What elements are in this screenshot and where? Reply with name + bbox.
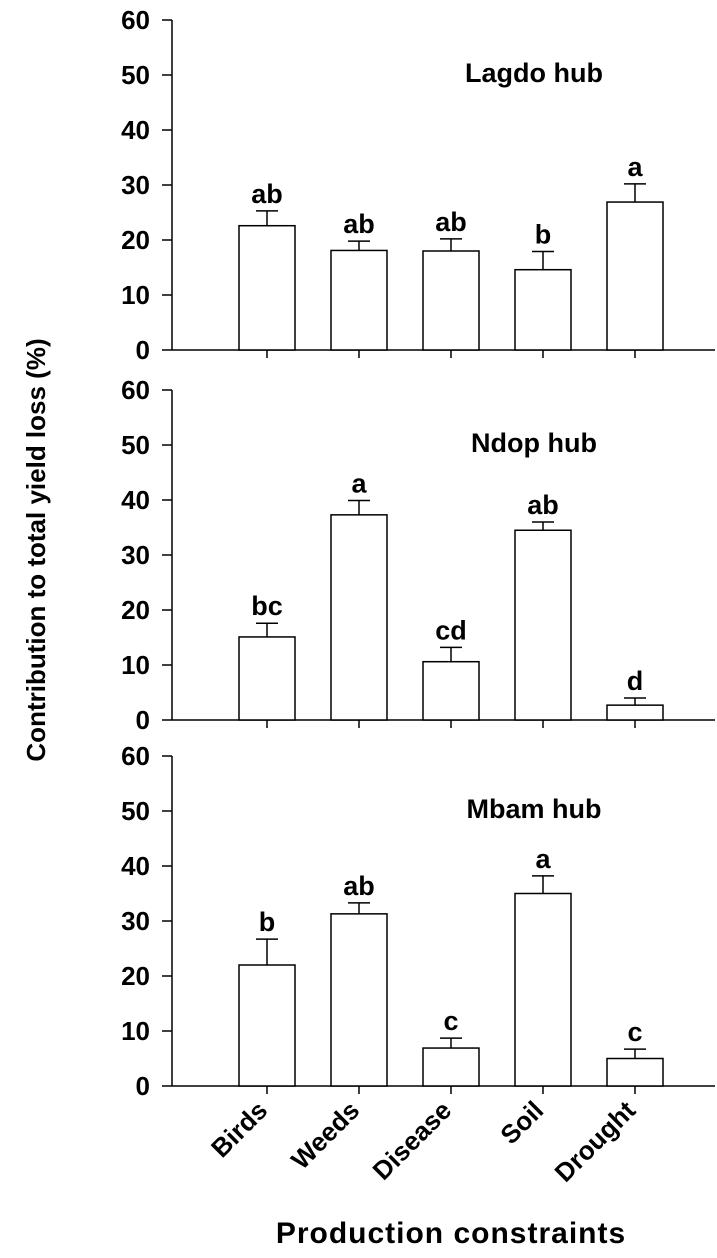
category-label: Disease xyxy=(367,1095,458,1186)
significance-letter: cd xyxy=(435,615,467,645)
bar xyxy=(606,1057,664,1087)
bar xyxy=(606,201,664,351)
significance-letter: c xyxy=(443,1006,458,1036)
y-tick-label: 0 xyxy=(136,335,150,365)
bar xyxy=(606,704,664,721)
significance-letter: ab xyxy=(343,871,375,901)
bar xyxy=(422,1047,480,1087)
significance-letter: a xyxy=(535,844,551,874)
y-tick-label: 30 xyxy=(121,906,150,936)
bar xyxy=(422,250,480,351)
y-tick-label: 50 xyxy=(121,430,150,460)
y-tick-label: 10 xyxy=(121,650,150,680)
panel-title: Mbam hub xyxy=(467,794,602,824)
y-tick-label: 50 xyxy=(121,796,150,826)
y-tick-label: 60 xyxy=(121,741,150,771)
y-tick-label: 0 xyxy=(136,1071,150,1101)
panel-ndop-hub: 0 10 20 30 40 50 60 Ndop hub bc a cd ab d xyxy=(121,375,715,735)
y-tick-label: 40 xyxy=(121,485,150,515)
panel-title: Lagdo hub xyxy=(465,58,603,88)
y-tick-label: 0 xyxy=(136,705,150,735)
x-axis-label: Production constraints xyxy=(276,1217,626,1250)
panel-mbam-hub: 0 10 20 30 40 50 60 Mbam hub b ab c a c xyxy=(121,741,715,1101)
significance-letter: ab xyxy=(435,207,467,237)
panel-title: Ndop hub xyxy=(471,428,597,458)
y-tick-label: 30 xyxy=(121,540,150,570)
category-label: Soil xyxy=(494,1095,549,1150)
bar xyxy=(514,268,572,351)
bar xyxy=(422,660,480,721)
y-tick-label: 20 xyxy=(121,961,150,991)
y-tick-label: 20 xyxy=(121,595,150,625)
significance-letter: c xyxy=(627,1017,642,1047)
bar xyxy=(238,224,296,351)
bar xyxy=(514,892,572,1087)
significance-letter: a xyxy=(627,152,643,182)
y-tick-label: 40 xyxy=(121,115,150,145)
y-tick-label: 50 xyxy=(121,60,150,90)
significance-letter: b xyxy=(535,220,552,250)
significance-letter: b xyxy=(259,907,276,937)
bar xyxy=(238,964,296,1087)
significance-letter: bc xyxy=(251,591,283,621)
significance-letter: ab xyxy=(343,209,375,239)
category-labels: Birds Weeds Disease Soil Drought xyxy=(205,1095,641,1188)
category-label: Weeds xyxy=(285,1095,365,1175)
y-tick-label: 60 xyxy=(121,375,150,405)
significance-letter: ab xyxy=(251,179,283,209)
category-label: Drought xyxy=(549,1095,642,1188)
bar xyxy=(330,514,388,721)
panel-lagdo-hub: 0 10 20 30 40 50 60 Lagdo hub ab ab ab b a xyxy=(121,5,715,365)
y-tick-label: 30 xyxy=(121,170,150,200)
bar xyxy=(330,913,388,1087)
category-label: Birds xyxy=(205,1095,273,1163)
y-tick-label: 10 xyxy=(121,1016,150,1046)
y-tick-label: 40 xyxy=(121,851,150,881)
y-axis-label: Contribution to total yield loss (%) xyxy=(21,338,51,761)
y-tick-label: 60 xyxy=(121,5,150,35)
y-tick-label: 10 xyxy=(121,280,150,310)
bar xyxy=(238,636,296,721)
y-tick-label: 20 xyxy=(121,225,150,255)
bar xyxy=(514,529,572,721)
bar xyxy=(330,249,388,351)
significance-letter: ab xyxy=(527,490,559,520)
significance-letter: a xyxy=(351,469,367,499)
significance-letter: d xyxy=(627,666,644,696)
